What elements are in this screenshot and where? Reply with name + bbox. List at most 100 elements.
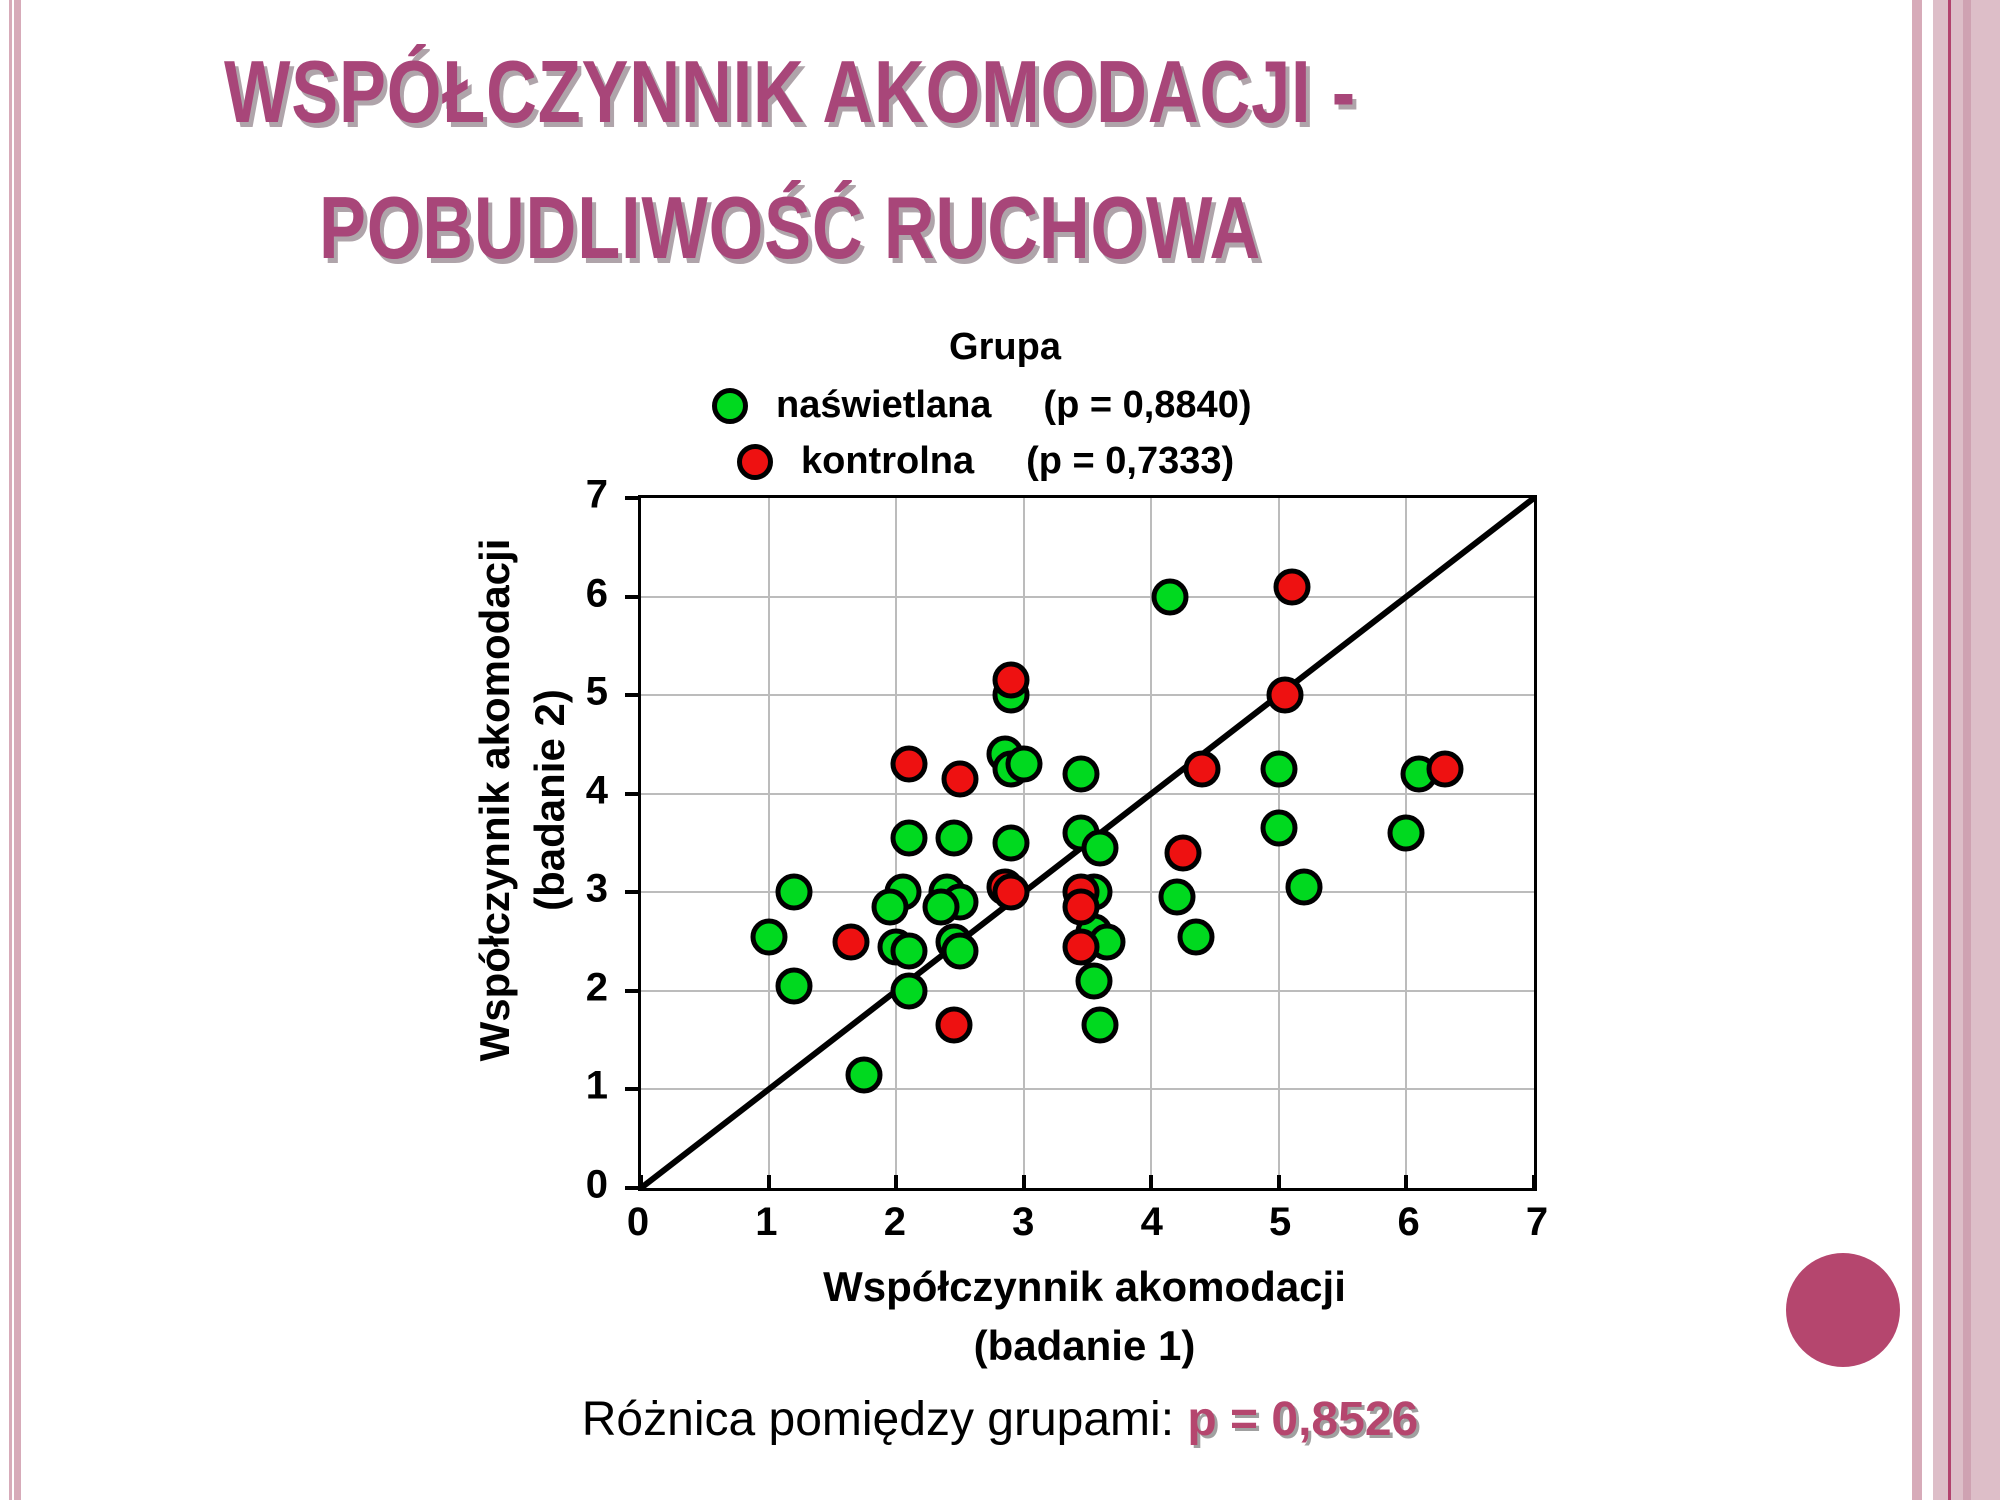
- x-tick-label: 3: [1012, 1200, 1035, 1244]
- x-tick-mark: [1149, 1175, 1154, 1188]
- data-point-kontrolna: [1183, 750, 1221, 788]
- legend-row-kontrolna: kontrolna (p = 0,7333): [737, 440, 1234, 483]
- gridline-horizontal: [641, 694, 1534, 697]
- data-point-naswietlana: [1075, 962, 1113, 1000]
- x-tick-mark: [894, 1175, 899, 1188]
- data-point-naswietlana: [845, 1056, 883, 1094]
- plot-area: [625, 495, 1537, 1191]
- x-axis-title-line2: (badanie 1): [973, 1321, 1196, 1369]
- data-point-naswietlana: [1260, 809, 1298, 847]
- data-point-naswietlana: [992, 824, 1030, 862]
- x-tick-label: 5: [1269, 1200, 1292, 1244]
- data-point-naswietlana: [1151, 578, 1189, 616]
- data-point-kontrolna: [1062, 928, 1100, 965]
- data-point-naswietlana: [935, 819, 973, 857]
- data-point-naswietlana: [1260, 750, 1298, 788]
- x-tick-label: 0: [626, 1200, 650, 1244]
- left-border-stripe-thin: [9, 0, 12, 1500]
- data-point-kontrolna: [890, 745, 928, 783]
- y-tick-mark: [625, 693, 641, 698]
- x-tick-mark: [1021, 1175, 1026, 1188]
- footer-text: Różnica pomiędzy grupami: p = 0,8526: [0, 1392, 2000, 1447]
- data-point-naswietlana: [1158, 878, 1196, 916]
- y-tick-mark: [625, 1186, 641, 1190]
- data-point-kontrolna: [992, 661, 1030, 699]
- footer-prefix: Różnica pomiędzy grupami:: [581, 1393, 1188, 1446]
- data-point-naswietlana: [1387, 814, 1425, 852]
- data-point-naswietlana: [1005, 745, 1043, 783]
- gridline-horizontal: [641, 792, 1534, 795]
- data-point-kontrolna: [832, 923, 870, 961]
- legend-row-naswietlana: naświetlana (p = 0,8840): [712, 384, 1251, 427]
- y-tick-mark: [625, 496, 641, 500]
- x-tick-label: 2: [883, 1200, 906, 1244]
- legend-label: kontrolna: [801, 440, 975, 482]
- legend-p-value: (p = 0,8840): [1043, 384, 1252, 426]
- y-tick-mark: [625, 594, 641, 599]
- data-point-naswietlana: [890, 972, 928, 1010]
- data-point-naswietlana: [750, 918, 788, 956]
- x-axis-tick-labels: 0 1 2 3 4 5 6 7: [627, 1200, 1548, 1250]
- right-border-stripe-thin: [1912, 0, 1922, 1500]
- data-point-naswietlana: [941, 932, 979, 970]
- legend-marker-red-icon: [737, 443, 773, 480]
- x-tick-mark: [1532, 1175, 1536, 1188]
- data-point-naswietlana: [890, 932, 928, 970]
- legend-p-value: (p = 0,7333): [1026, 440, 1235, 482]
- x-axis-title: Współczynnik akomodacji (badanie 1): [638, 1258, 1531, 1376]
- y-tick-label: 0: [585, 1162, 608, 1207]
- data-point-kontrolna: [1062, 888, 1100, 926]
- x-tick-label: 4: [1140, 1200, 1163, 1244]
- x-tick-mark: [639, 1175, 643, 1188]
- left-border-stripe-wide: [14, 0, 21, 1500]
- x-axis-title-line1: Współczynnik akomodacji: [823, 1263, 1346, 1310]
- y-tick-mark: [625, 1087, 641, 1092]
- y-tick-label: 5: [585, 669, 608, 714]
- data-point-naswietlana: [775, 967, 813, 1005]
- x-tick-mark: [1276, 1175, 1281, 1188]
- y-axis-tick-labels: 0 1 2 3 4 5 6 7: [552, 473, 618, 1207]
- y-tick-label: 7: [585, 472, 608, 517]
- y-tick-label: 3: [585, 866, 608, 911]
- data-point-kontrolna: [1426, 750, 1464, 788]
- data-point-kontrolna: [941, 760, 979, 798]
- data-point-naswietlana: [871, 888, 909, 926]
- data-point-naswietlana: [890, 819, 928, 857]
- x-tick-mark: [766, 1175, 771, 1188]
- data-point-naswietlana: [1081, 1006, 1119, 1044]
- y-tick-label: 6: [585, 571, 608, 616]
- footer-p-value: p = 0,8526: [1187, 1393, 1419, 1446]
- right-border-stripe-dark: [1963, 0, 1971, 1500]
- y-axis-title-line1: Współczynnik akomodacji: [471, 538, 518, 1062]
- x-tick-label: 6: [1397, 1200, 1420, 1244]
- data-point-naswietlana: [1062, 755, 1100, 793]
- y-tick-label: 2: [585, 965, 608, 1010]
- y-tick-label: 4: [585, 768, 608, 813]
- data-point-kontrolna: [992, 873, 1030, 911]
- data-point-kontrolna: [1273, 568, 1311, 606]
- legend-title: Grupa: [949, 326, 1061, 368]
- decorative-circle: [1786, 1253, 1900, 1367]
- slide-title-line1: WSPÓŁCZYNNIK AKOMODACJI -: [223, 42, 1357, 141]
- data-point-kontrolna: [1164, 834, 1202, 872]
- slide-title-line2: POBUDLIWOŚĆ RUCHOWA: [318, 178, 1262, 277]
- legend-marker-green-icon: [712, 387, 748, 424]
- gridline-vertical: [1150, 498, 1153, 1188]
- data-point-naswietlana: [775, 873, 813, 911]
- y-axis-title-line2: (badanie 2): [525, 689, 573, 911]
- data-point-naswietlana: [1285, 868, 1323, 906]
- data-point-naswietlana: [1081, 829, 1119, 867]
- y-tick-mark: [625, 988, 641, 993]
- right-border-magenta-line: [1948, 0, 1951, 1500]
- x-tick-label: 7: [1525, 1200, 1549, 1244]
- gridline-horizontal: [641, 1088, 1534, 1091]
- x-tick-mark: [1404, 1175, 1409, 1188]
- legend-label: naświetlana: [776, 384, 992, 426]
- slide-title: WSPÓŁCZYNNIK AKOMODACJI - POBUDLIWOŚĆ RU…: [190, 48, 1390, 272]
- x-tick-label: 1: [755, 1200, 778, 1244]
- y-axis-title: Współczynnik akomodacji (badanie 2): [468, 420, 588, 1180]
- y-tick-mark: [625, 791, 641, 796]
- gridline-horizontal: [641, 595, 1534, 598]
- data-point-naswietlana: [922, 888, 960, 926]
- data-point-naswietlana: [1177, 918, 1215, 956]
